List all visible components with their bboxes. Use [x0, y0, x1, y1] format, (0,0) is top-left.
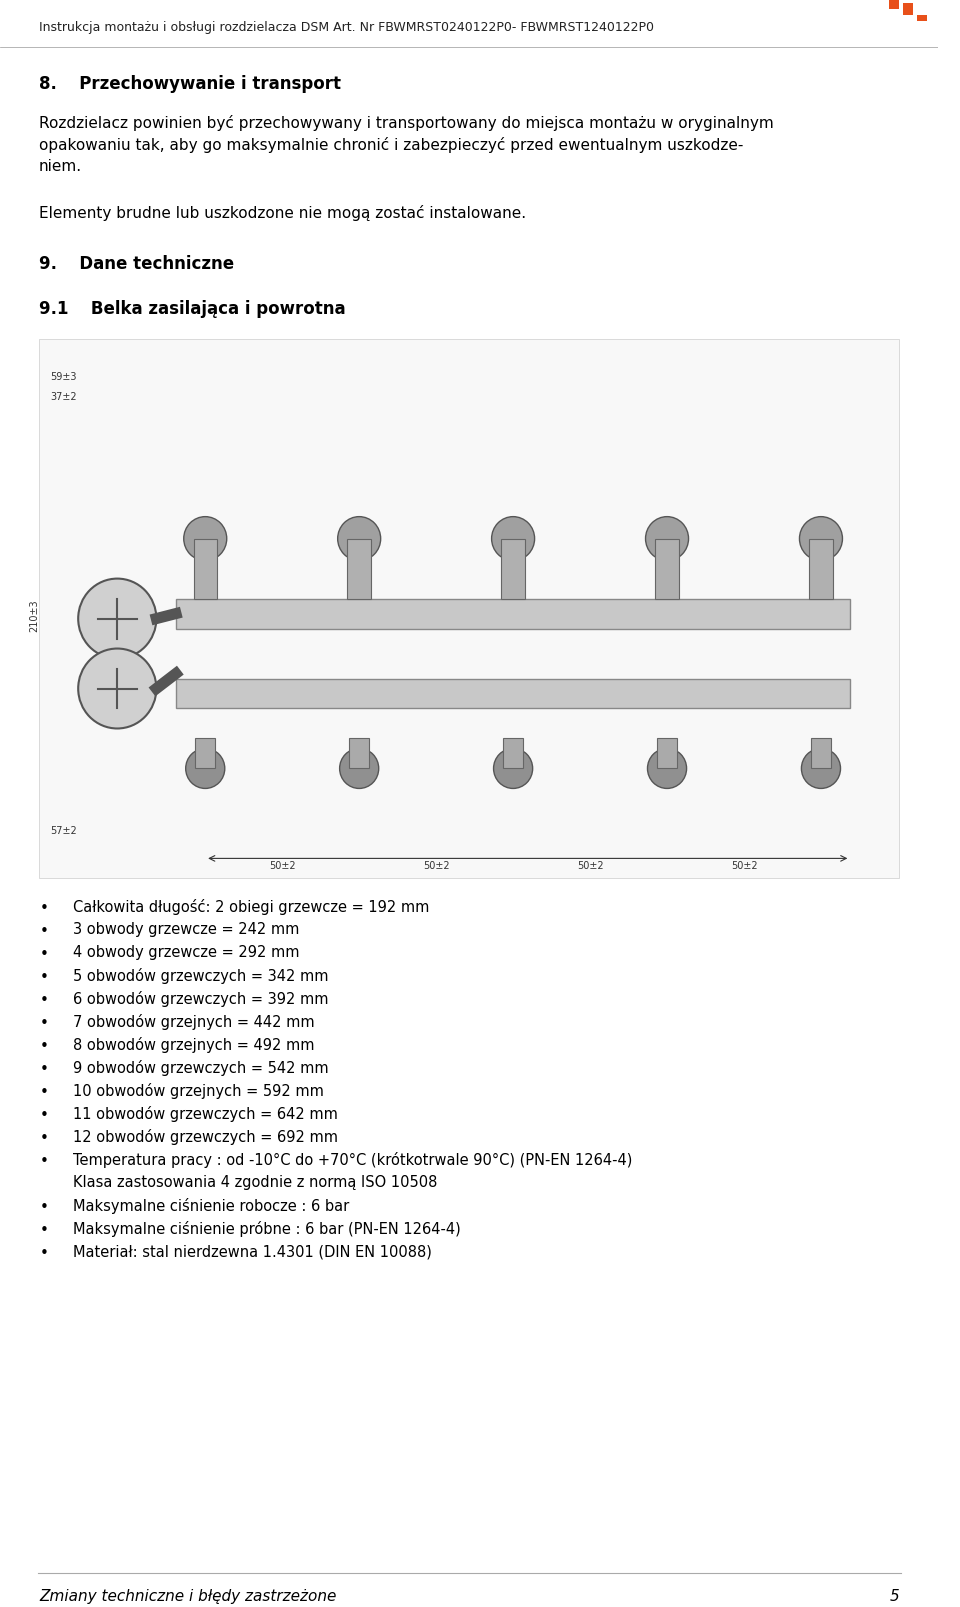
FancyBboxPatch shape [503, 739, 523, 770]
Circle shape [183, 517, 227, 561]
Text: •: • [39, 1154, 48, 1168]
Text: 10 obwodów grzejnych = 592 mm: 10 obwodów grzejnych = 592 mm [73, 1083, 324, 1099]
Circle shape [78, 649, 156, 730]
FancyBboxPatch shape [176, 680, 851, 709]
Text: Klasa zastosowania 4 zgodnie z normą ISO 10508: Klasa zastosowania 4 zgodnie z normą ISO… [73, 1175, 438, 1189]
Text: •: • [39, 1130, 48, 1146]
FancyBboxPatch shape [809, 540, 832, 599]
Circle shape [78, 579, 156, 659]
Text: Materiał: stal nierdzewna 1.4301 (DIN EN 10088): Materiał: stal nierdzewna 1.4301 (DIN EN… [73, 1244, 432, 1258]
Text: •: • [39, 1223, 48, 1237]
Text: Maksymalne ciśnienie robocze : 6 bar: Maksymalne ciśnienie robocze : 6 bar [73, 1197, 349, 1213]
FancyBboxPatch shape [811, 739, 830, 770]
Text: 59±3: 59±3 [50, 371, 77, 381]
Text: •: • [39, 1199, 48, 1215]
Text: 9.  Dane techniczne: 9. Dane techniczne [39, 254, 234, 273]
Text: Całkowita długość: 2 obiegi grzewcze = 192 mm: Całkowita długość: 2 obiegi grzewcze = 1… [73, 898, 430, 914]
Circle shape [340, 749, 379, 789]
FancyBboxPatch shape [196, 739, 215, 770]
Text: 37±2: 37±2 [50, 392, 77, 402]
FancyBboxPatch shape [176, 599, 851, 630]
Text: 11 obwodów grzewczych = 642 mm: 11 obwodów grzewczych = 642 mm [73, 1106, 338, 1122]
Text: •: • [39, 1038, 48, 1054]
Text: 50±2: 50±2 [269, 861, 296, 871]
Text: 9.1  Belka zasilająca i powrotna: 9.1 Belka zasilająca i powrotna [39, 299, 346, 318]
FancyBboxPatch shape [39, 339, 900, 879]
Text: Rozdzielacz powinien być przechowywany i transportowany do miejsca montażu w ory: Rozdzielacz powinien być przechowywany i… [39, 114, 774, 174]
Text: •: • [39, 947, 48, 961]
Text: •: • [39, 1062, 48, 1077]
Circle shape [185, 749, 225, 789]
Text: •: • [39, 969, 48, 985]
Circle shape [492, 517, 535, 561]
FancyBboxPatch shape [658, 739, 677, 770]
Text: Zmiany techniczne i błędy zastrzeżone: Zmiany techniczne i błędy zastrzeżone [39, 1588, 336, 1602]
Circle shape [800, 517, 843, 561]
Circle shape [645, 517, 688, 561]
Circle shape [338, 517, 381, 561]
Text: 7 obwodów grzejnych = 442 mm: 7 obwodów grzejnych = 442 mm [73, 1014, 315, 1030]
Text: 50±2: 50±2 [422, 861, 449, 871]
Text: Instrukcja montażu i obsługi rozdzielacza DSM Art. Nr FBWMRST0240122P0- FBWMRST1: Instrukcja montażu i obsługi rozdzielacz… [39, 21, 654, 34]
Text: •: • [39, 924, 48, 938]
Text: 4 obwody grzewcze = 292 mm: 4 obwody grzewcze = 292 mm [73, 945, 300, 959]
Text: 12 obwodów grzewczych = 692 mm: 12 obwodów grzewczych = 692 mm [73, 1128, 338, 1144]
Text: 6 obwodów grzewczych = 392 mm: 6 obwodów grzewczych = 392 mm [73, 990, 329, 1006]
Text: •: • [39, 902, 48, 916]
Circle shape [493, 749, 533, 789]
Text: 8 obwodów grzejnych = 492 mm: 8 obwodów grzejnych = 492 mm [73, 1037, 315, 1053]
Text: 50±2: 50±2 [731, 861, 757, 871]
FancyBboxPatch shape [656, 540, 679, 599]
Text: 9 obwodów grzewczych = 542 mm: 9 obwodów grzewczych = 542 mm [73, 1059, 329, 1075]
Text: 50±2: 50±2 [577, 861, 604, 871]
Text: 210±3: 210±3 [29, 598, 39, 632]
Text: 5 obwodów grzewczych = 342 mm: 5 obwodów grzewczych = 342 mm [73, 967, 329, 983]
Circle shape [802, 749, 841, 789]
Text: •: • [39, 1016, 48, 1030]
FancyBboxPatch shape [501, 540, 525, 599]
Text: Elementy brudne lub uszkodzone nie mogą zostać instalowane.: Elementy brudne lub uszkodzone nie mogą … [39, 204, 526, 220]
Text: •: • [39, 1107, 48, 1123]
FancyBboxPatch shape [194, 540, 217, 599]
Text: 3 obwody grzewcze = 242 mm: 3 obwody grzewcze = 242 mm [73, 922, 300, 937]
FancyBboxPatch shape [903, 3, 913, 16]
Text: •: • [39, 1245, 48, 1260]
Circle shape [647, 749, 686, 789]
Text: Temperatura pracy : od -10°C do +70°C (krótkotrwale 90°C) (PN-EN 1264-4): Temperatura pracy : od -10°C do +70°C (k… [73, 1152, 633, 1167]
Text: 5: 5 [889, 1588, 900, 1602]
Text: 8.  Przechowywanie i transport: 8. Przechowywanie i transport [39, 76, 341, 93]
FancyBboxPatch shape [917, 16, 926, 22]
Text: •: • [39, 1085, 48, 1099]
Text: 57±2: 57±2 [50, 826, 77, 836]
FancyBboxPatch shape [348, 540, 371, 599]
Text: Maksymalne ciśnienie próbne : 6 bar (PN-EN 1264-4): Maksymalne ciśnienie próbne : 6 bar (PN-… [73, 1220, 461, 1236]
FancyBboxPatch shape [889, 0, 900, 10]
FancyBboxPatch shape [349, 739, 369, 770]
Text: •: • [39, 993, 48, 1008]
